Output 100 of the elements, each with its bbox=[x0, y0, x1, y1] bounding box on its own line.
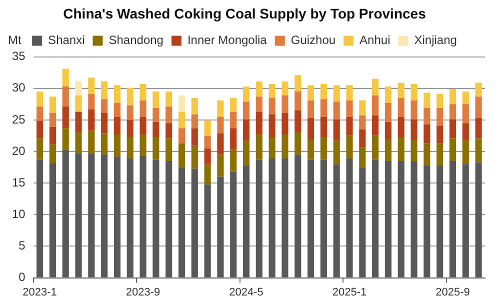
bar bbox=[152, 92, 160, 108]
bar bbox=[372, 95, 379, 116]
bar bbox=[308, 140, 314, 160]
bar bbox=[410, 100, 418, 120]
bar bbox=[101, 133, 108, 155]
bar bbox=[101, 112, 108, 134]
bar bbox=[75, 132, 82, 154]
bar bbox=[294, 132, 302, 155]
bar bbox=[462, 123, 469, 141]
legend-label: Xinjiang bbox=[414, 33, 457, 48]
y-tick-label: 15 bbox=[12, 175, 26, 190]
bar bbox=[88, 109, 95, 131]
bar bbox=[308, 118, 314, 140]
bar bbox=[410, 140, 418, 161]
bar bbox=[436, 94, 444, 108]
bar bbox=[346, 100, 353, 117]
bar bbox=[384, 122, 392, 140]
bar bbox=[333, 119, 340, 141]
bar bbox=[152, 108, 160, 122]
bar bbox=[114, 85, 121, 103]
bar bbox=[166, 92, 172, 107]
bar bbox=[268, 136, 276, 158]
y-tick-label: 5 bbox=[18, 238, 26, 253]
bar bbox=[449, 104, 456, 120]
bar bbox=[346, 116, 353, 136]
bar bbox=[126, 120, 134, 137]
bar bbox=[204, 148, 211, 165]
bar bbox=[268, 84, 276, 98]
bar bbox=[230, 150, 237, 172]
bar bbox=[384, 102, 392, 122]
bar bbox=[178, 112, 186, 128]
bar bbox=[436, 108, 444, 126]
bar bbox=[217, 116, 224, 134]
bar bbox=[166, 106, 172, 124]
bar bbox=[449, 138, 456, 161]
bar bbox=[140, 84, 146, 100]
bar bbox=[320, 84, 327, 100]
bar bbox=[152, 136, 160, 160]
bar bbox=[62, 68, 69, 86]
bar bbox=[475, 82, 482, 97]
bar bbox=[359, 147, 366, 168]
bar bbox=[294, 92, 302, 110]
bar bbox=[475, 138, 482, 162]
bar bbox=[449, 89, 456, 104]
bar bbox=[152, 122, 160, 137]
bar bbox=[166, 138, 172, 161]
bar bbox=[320, 99, 327, 117]
x-tick-label: 2023-9 bbox=[126, 286, 160, 298]
bar bbox=[75, 112, 82, 132]
bar bbox=[126, 105, 134, 120]
bar bbox=[178, 128, 186, 144]
bar bbox=[114, 134, 121, 157]
bar bbox=[230, 112, 237, 128]
bar bbox=[308, 85, 314, 100]
bar bbox=[436, 143, 444, 166]
bar bbox=[36, 92, 44, 107]
y-tick-label: 10 bbox=[12, 206, 26, 221]
bar bbox=[101, 99, 108, 113]
bar bbox=[359, 116, 366, 130]
bar bbox=[191, 128, 198, 146]
bar bbox=[230, 98, 237, 112]
bar bbox=[126, 88, 134, 106]
bar bbox=[126, 136, 134, 158]
bar bbox=[114, 102, 121, 117]
y-axis-title: Mt bbox=[8, 33, 22, 48]
bar bbox=[204, 136, 211, 148]
bar bbox=[372, 136, 379, 160]
bar bbox=[178, 143, 186, 168]
bar bbox=[191, 114, 198, 128]
bar bbox=[436, 126, 444, 144]
bar bbox=[346, 85, 353, 100]
bar bbox=[359, 129, 366, 148]
bar bbox=[242, 140, 250, 166]
bar bbox=[49, 96, 56, 113]
bar bbox=[359, 100, 366, 116]
bar bbox=[242, 86, 250, 102]
x-tick-label: 2025-9 bbox=[436, 286, 470, 298]
bar bbox=[191, 146, 198, 169]
bar bbox=[372, 116, 379, 136]
bar bbox=[36, 138, 44, 160]
bar bbox=[282, 134, 288, 158]
bar bbox=[230, 128, 237, 150]
bar bbox=[320, 116, 327, 137]
bar bbox=[140, 100, 146, 117]
bar bbox=[75, 81, 82, 96]
bar bbox=[462, 140, 469, 164]
bar bbox=[398, 116, 404, 137]
bar bbox=[256, 96, 262, 112]
bar bbox=[424, 143, 430, 166]
legend-label: Shandong bbox=[108, 33, 164, 48]
legend-label: Anhui bbox=[360, 33, 390, 48]
bar bbox=[178, 95, 186, 112]
legend-label: Shanxi bbox=[48, 33, 85, 48]
bar bbox=[333, 102, 340, 120]
bar bbox=[462, 104, 469, 124]
bar bbox=[398, 136, 404, 161]
bar bbox=[384, 86, 392, 103]
bar bbox=[282, 81, 288, 96]
bar bbox=[256, 81, 262, 97]
bar bbox=[424, 92, 430, 108]
